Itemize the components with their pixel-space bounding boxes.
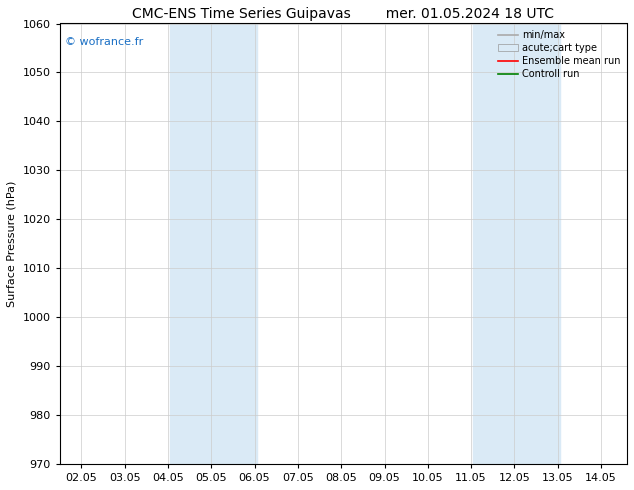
Legend: min/max, acute;cart type, Ensemble mean run, Controll run: min/max, acute;cart type, Ensemble mean …: [495, 26, 624, 83]
Y-axis label: Surface Pressure (hPa): Surface Pressure (hPa): [7, 181, 17, 307]
Text: © wofrance.fr: © wofrance.fr: [65, 37, 143, 47]
Bar: [170, 24, 257, 464]
Bar: [474, 24, 560, 464]
Title: CMC-ENS Time Series Guipavas        mer. 01.05.2024 18 UTC: CMC-ENS Time Series Guipavas mer. 01.05.…: [133, 7, 554, 21]
